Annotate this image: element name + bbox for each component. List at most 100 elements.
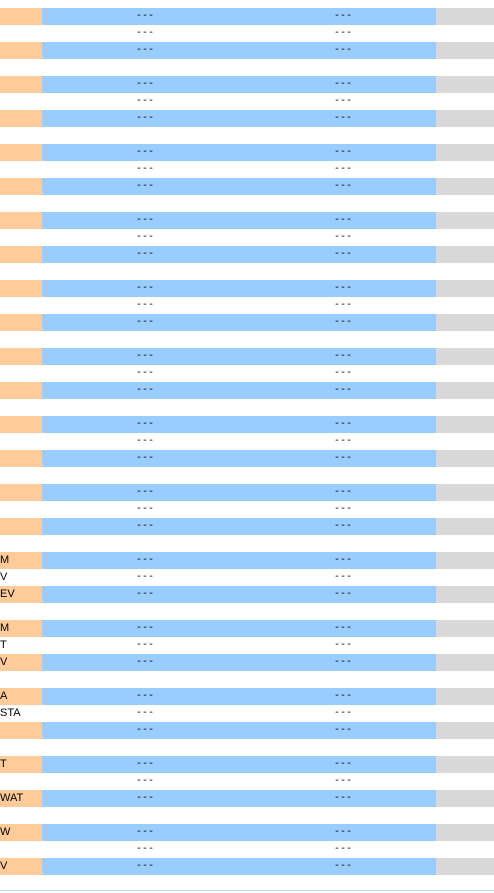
- value-cell-1: ---: [42, 722, 241, 739]
- end-cell: [436, 501, 494, 518]
- table-row: --- ---: [0, 433, 494, 450]
- row-label-cell: [0, 722, 42, 739]
- row-label-cell: [0, 110, 42, 127]
- end-cell: [436, 586, 494, 603]
- table-row: --- ---: [0, 841, 494, 858]
- value-cell-1: ---: [42, 314, 241, 331]
- value-cell-1: ---: [42, 450, 241, 467]
- grid-bottom-border: [0, 890, 494, 891]
- row-label-cell: [0, 484, 42, 501]
- end-cell: [436, 178, 494, 195]
- value-cell-2: ---: [241, 8, 436, 25]
- table-row: --- ---: [0, 246, 494, 263]
- row-label-cell: [0, 416, 42, 433]
- value-cell-1: [42, 603, 241, 620]
- value-cell-1: ---: [42, 620, 241, 637]
- table-row: --- ---: [0, 280, 494, 297]
- end-cell: [436, 110, 494, 127]
- table-row: --- ---: [0, 501, 494, 518]
- end-cell: [436, 365, 494, 382]
- table-row: --- ---: [0, 518, 494, 535]
- table-row: --- ---: [0, 25, 494, 42]
- value-cell-2: ---: [241, 569, 436, 586]
- end-cell: [436, 382, 494, 399]
- table-row: V --- ---: [0, 654, 494, 671]
- value-cell-2: ---: [241, 484, 436, 501]
- value-cell-2: ---: [241, 756, 436, 773]
- end-cell: [436, 195, 494, 212]
- end-cell: [436, 25, 494, 42]
- row-label-cell: [0, 603, 42, 620]
- table-row: --- ---: [0, 144, 494, 161]
- end-cell: [436, 93, 494, 110]
- value-cell-2: ---: [241, 824, 436, 841]
- end-cell: [436, 637, 494, 654]
- end-cell: [436, 467, 494, 484]
- value-cell-1: ---: [42, 348, 241, 365]
- row-label-cell: [0, 671, 42, 688]
- table-row: --- ---: [0, 110, 494, 127]
- table-row: [0, 671, 494, 688]
- end-cell: [436, 144, 494, 161]
- value-cell-1: ---: [42, 484, 241, 501]
- value-cell-1: ---: [42, 858, 241, 875]
- end-cell: [436, 654, 494, 671]
- end-cell: [436, 858, 494, 875]
- value-cell-2: ---: [241, 433, 436, 450]
- end-cell: [436, 314, 494, 331]
- end-cell: [436, 263, 494, 280]
- row-label-cell: [0, 127, 42, 144]
- value-cell-2: ---: [241, 93, 436, 110]
- row-label-cell: [0, 161, 42, 178]
- table-row: M --- ---: [0, 620, 494, 637]
- row-label-cell: [0, 263, 42, 280]
- row-label-cell: [0, 93, 42, 110]
- value-cell-1: ---: [42, 705, 241, 722]
- table-row: --- ---: [0, 42, 494, 59]
- value-cell-2: ---: [241, 552, 436, 569]
- table-row: --- ---: [0, 722, 494, 739]
- value-cell-2: ---: [241, 790, 436, 807]
- table-row: [0, 127, 494, 144]
- row-label-cell: [0, 178, 42, 195]
- table-row: A --- ---: [0, 688, 494, 705]
- value-cell-1: ---: [42, 433, 241, 450]
- table-row: M --- ---: [0, 552, 494, 569]
- end-cell: [436, 484, 494, 501]
- table-row: --- ---: [0, 416, 494, 433]
- row-label-cell: [0, 433, 42, 450]
- row-label-cell: A: [0, 688, 42, 705]
- row-label-cell: V: [0, 654, 42, 671]
- value-cell-2: ---: [241, 773, 436, 790]
- value-cell-2: ---: [241, 450, 436, 467]
- value-cell-2: [241, 535, 436, 552]
- table-row: --- ---: [0, 76, 494, 93]
- table-row: [0, 535, 494, 552]
- row-label-cell: [0, 280, 42, 297]
- end-cell: [436, 229, 494, 246]
- end-cell: [436, 433, 494, 450]
- value-cell-1: ---: [42, 280, 241, 297]
- end-cell: [436, 8, 494, 25]
- value-cell-2: ---: [241, 858, 436, 875]
- value-cell-1: [42, 59, 241, 76]
- end-cell: [436, 739, 494, 756]
- row-label-cell: [0, 501, 42, 518]
- value-cell-1: ---: [42, 178, 241, 195]
- value-cell-1: [42, 739, 241, 756]
- row-label-cell: [0, 25, 42, 42]
- row-label-cell: [0, 773, 42, 790]
- row-label-cell: [0, 76, 42, 93]
- value-cell-1: [42, 195, 241, 212]
- value-cell-1: ---: [42, 552, 241, 569]
- end-cell: [436, 603, 494, 620]
- value-cell-1: ---: [42, 654, 241, 671]
- table-row: --- ---: [0, 484, 494, 501]
- end-cell: [436, 450, 494, 467]
- value-cell-1: ---: [42, 229, 241, 246]
- value-cell-2: ---: [241, 280, 436, 297]
- value-cell-2: ---: [241, 178, 436, 195]
- value-cell-1: ---: [42, 688, 241, 705]
- row-label-cell: M: [0, 620, 42, 637]
